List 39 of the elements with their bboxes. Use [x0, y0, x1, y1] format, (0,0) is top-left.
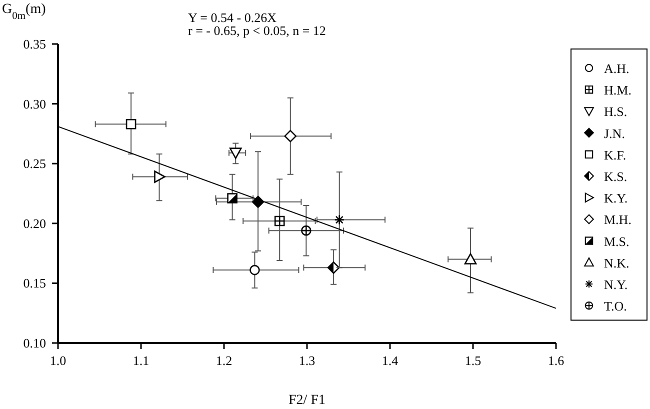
point	[327, 262, 340, 274]
legend-label: K.F.	[604, 147, 626, 162]
x-tick-label: 1.5	[464, 353, 482, 368]
x-tick-label: 1.2	[216, 353, 232, 368]
legend-label: A.H.	[604, 61, 630, 76]
legend-label: T.O.	[604, 298, 627, 314]
text: r = - 0.65, p < 0.05, n = 12	[188, 23, 326, 38]
legend-label: J.N.	[604, 126, 625, 141]
y-axis-title: G$_{0m}$(m)	[2, 2, 46, 22]
legend-label: K.S.	[604, 169, 628, 184]
y-tick-label: 0.20	[23, 216, 46, 231]
legend-label: H.M.	[604, 82, 632, 98]
y-tick-label: 0.15	[23, 276, 46, 291]
legend-label: M.S.	[604, 234, 630, 249]
x-tick-label: 1.3	[298, 353, 316, 368]
x-tick-label: 1.0	[50, 353, 66, 368]
text: Y = 0.54 - 0.26X	[188, 10, 278, 25]
x-tick-label: 1.6	[548, 353, 565, 368]
point	[154, 170, 166, 183]
legend-label: N.K.	[604, 255, 630, 270]
x-tick-label: 1.1	[132, 353, 150, 368]
point	[227, 193, 238, 204]
x-tick-label: 1.4	[382, 353, 399, 368]
y-tick-label: 0.25	[23, 156, 46, 172]
point	[229, 148, 242, 159]
legend-label: K.Y.	[604, 190, 628, 206]
point	[126, 118, 136, 130]
point	[252, 196, 264, 208]
y-tick-label: 0.35	[23, 36, 46, 52]
point	[464, 253, 477, 264]
legend-label: M.H.	[604, 212, 632, 228]
point	[284, 130, 297, 142]
legend-label: N.Y.	[604, 277, 628, 292]
y-tick-label: 0.10	[23, 336, 46, 350]
point	[334, 214, 345, 225]
x-axis-title: F2/ F1	[288, 393, 326, 408]
point	[250, 264, 260, 276]
y-tick-label: 0.30	[23, 96, 46, 112]
legend-label: H.S.	[604, 104, 628, 120]
